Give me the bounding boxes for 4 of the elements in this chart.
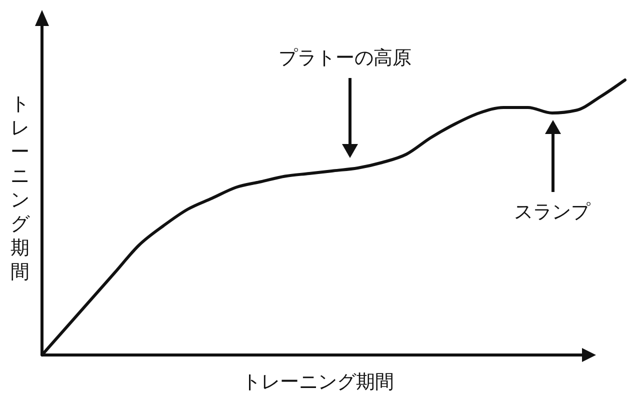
x-axis-title: トレーニング期間 — [242, 371, 394, 393]
y-axis-title: トレーニング期間 — [10, 93, 30, 283]
annotation: スランプ — [514, 201, 591, 223]
text: プラトーの高原 — [278, 47, 412, 69]
